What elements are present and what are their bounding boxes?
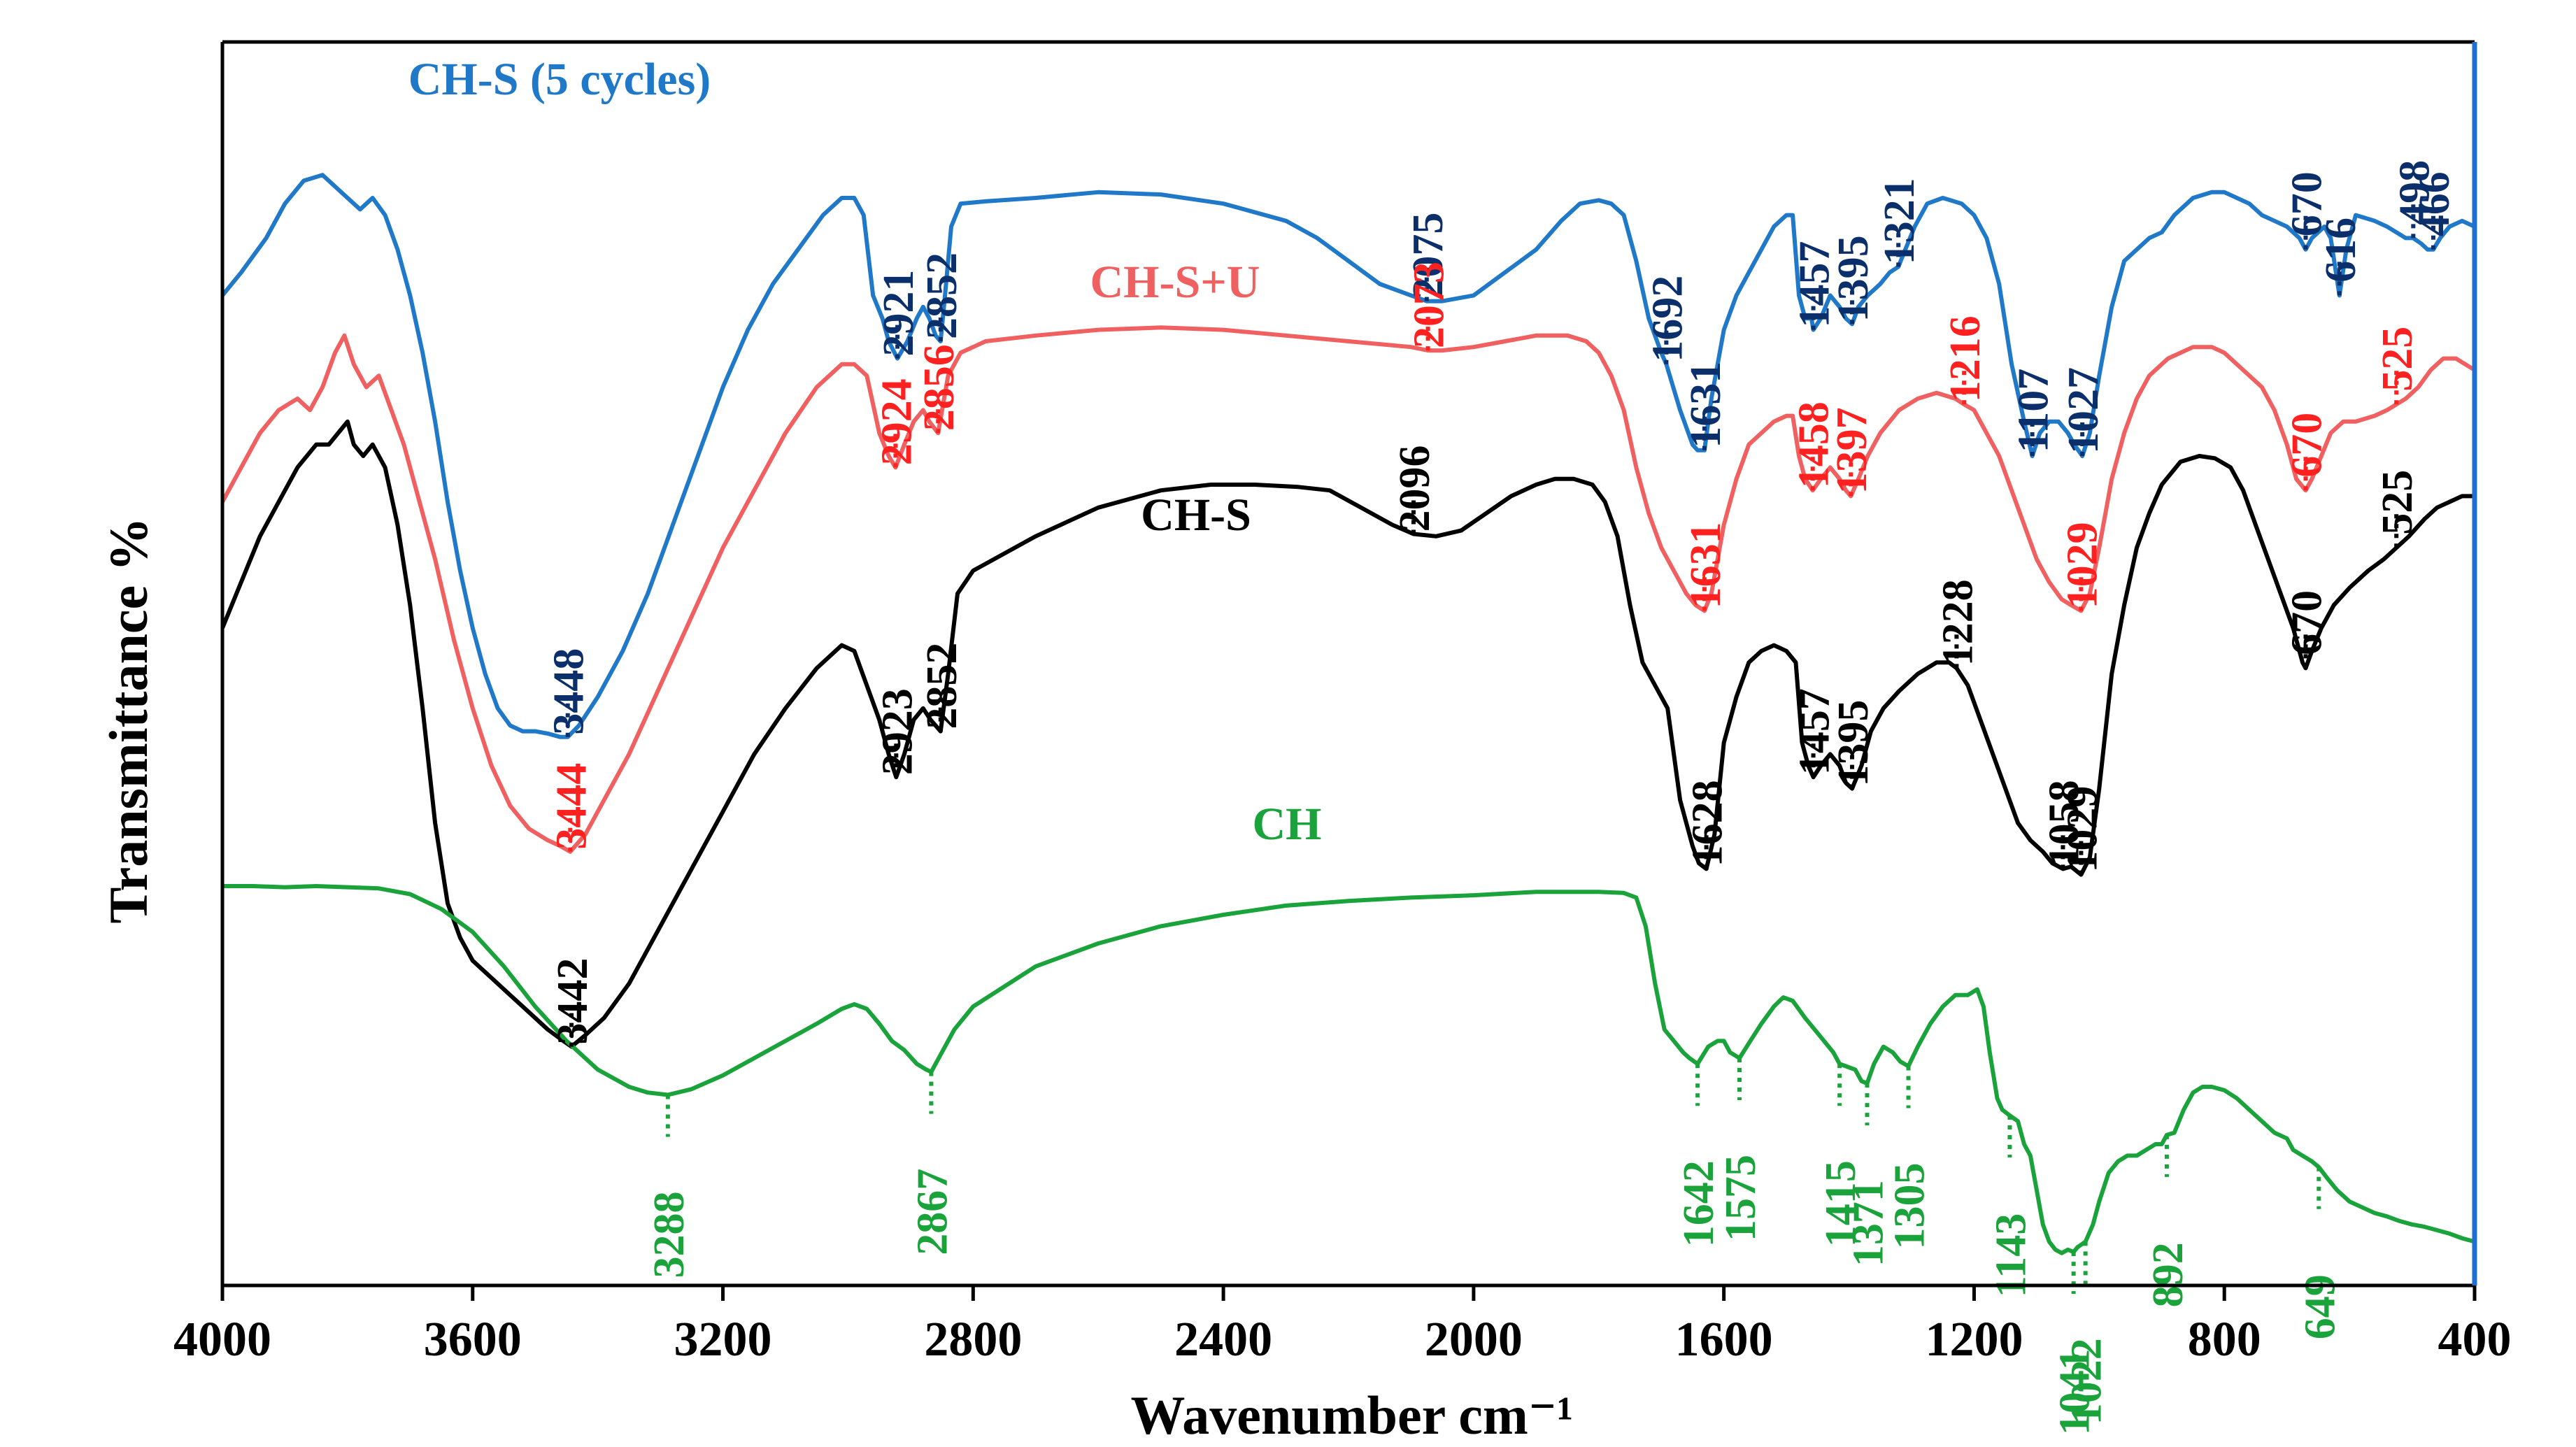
series-layer: [220, 173, 2476, 1255]
peak-label-ch-3288: 3288: [646, 1192, 693, 1278]
peak-label-ch-s-5-cycles-2075: 2075: [1404, 213, 1452, 299]
series-line-ch-s-u: [220, 325, 2476, 854]
peak-label-ch-s-u-2856: 2856: [916, 344, 963, 431]
peak-label-ch-1305: 1305: [1886, 1163, 1934, 1250]
peak-label-ch-s-3442: 3442: [549, 958, 597, 1045]
series-label-ch-s: CH-S: [1141, 490, 1251, 541]
peak-label-ch-s-5-cycles-1631: 1631: [1682, 362, 1730, 448]
peak-label-ch-s-1395: 1395: [1830, 700, 1877, 787]
series-line-ch: [222, 884, 2475, 1255]
x-tick-label-1600: 1600: [1675, 1313, 1773, 1367]
peak-label-ch-s-2852: 2852: [918, 643, 966, 729]
peak-label-ch-s-2096: 2096: [1391, 445, 1439, 532]
peak-label-ch-s-5-cycles-1027: 1027: [2060, 367, 2107, 454]
peak-label-ch-1041: 1041: [2051, 1348, 2099, 1435]
x-tick-label-4000: 4000: [173, 1313, 271, 1367]
peak-label-ch-s-1029: 1029: [2058, 786, 2106, 873]
peak-label-ch-s-5-cycles-1395: 1395: [1830, 235, 1877, 322]
peak-label-ch-s-5-cycles-498: 498: [2391, 160, 2438, 225]
peak-label-ch-1415: 1415: [1817, 1160, 1865, 1247]
peak-label-ch-1371: 1371: [1845, 1180, 1893, 1267]
x-tick-label-800: 800: [2188, 1313, 2261, 1367]
peak-label-ch-s-2923: 2923: [874, 688, 921, 775]
series-line-ch-s: [220, 419, 2475, 1049]
peak-label-ch-s-u-2924: 2924: [873, 378, 920, 465]
peak-label-ch-s-5-cycles-1107: 1107: [2010, 369, 2058, 453]
peak-label-ch-s-u-1029: 1029: [2058, 522, 2106, 608]
peak-label-ch-s-5-cycles-670: 670: [2284, 171, 2331, 236]
peak-label-ch-s-670: 670: [2284, 590, 2331, 655]
peak-label-ch-1575: 1575: [1717, 1155, 1765, 1241]
x-tick-label-400: 400: [2438, 1313, 2512, 1367]
x-tick-label-3600: 3600: [424, 1313, 522, 1367]
peak-label-ch-s-5-cycles-1321: 1321: [1876, 178, 1923, 264]
peak-label-ch-s-5-cycles-616: 616: [2317, 218, 2365, 283]
peak-label-ch-s-u-3444: 3444: [548, 763, 595, 850]
x-tick-label-2000: 2000: [1425, 1313, 1523, 1367]
x-tick-label-3200: 3200: [674, 1313, 772, 1367]
peak-label-ch-s-u-1631: 1631: [1682, 522, 1730, 608]
peak-label-ch-s-5-cycles-2921: 2921: [875, 270, 923, 357]
peak-label-ch-s-5-cycles-3448: 3448: [546, 648, 593, 735]
x-axis-title: Wavenumber cm⁻¹: [1131, 1385, 1574, 1446]
series-line-ch-s-5-cycles: [220, 173, 2476, 739]
series-label-ch: CH: [1253, 799, 1322, 850]
peak-label-ch-s-1228: 1228: [1934, 579, 1981, 666]
peak-label-ch-s-u-1458: 1458: [1791, 401, 1838, 488]
axes-layer: 4000 3600 3200 2800 2400 2000 1600 1200 800 400: [173, 40, 2512, 1367]
peak-label-ch-s-5-cycles-466: 466: [2411, 171, 2458, 236]
peak-label-ch-s-525: 525: [2374, 470, 2421, 535]
peak-label-ch-1642: 1642: [1675, 1160, 1723, 1247]
series-label-ch-s-u: CH-S+U: [1090, 257, 1260, 308]
peak-label-ch-1022: 1022: [2063, 1338, 2111, 1425]
peak-label-ch-s-u-1397: 1397: [1828, 407, 1876, 494]
peak-label-ch-s-5-cycles-2852: 2852: [918, 252, 966, 339]
peak-label-ch-1143: 1143: [1987, 1213, 2035, 1298]
peak-label-ch-s-1457: 1457: [1791, 688, 1839, 775]
peak-label-ch-s-u-1216: 1216: [1942, 315, 1989, 402]
peak-label-ch-s-u-525: 525: [2374, 327, 2421, 392]
peak-label-ch-s-1628: 1628: [1684, 780, 1732, 867]
peak-label-ch-2867: 2867: [909, 1169, 956, 1255]
y-axis-title: Transmittance %: [98, 517, 159, 923]
peak-label-ch-s-u-2073: 2073: [1406, 262, 1453, 348]
peak-label-ch-s-5-cycles-1692: 1692: [1644, 276, 1691, 362]
series-label-ch-s-5-cycles: CH-S (5 cycles): [408, 54, 711, 105]
peak-label-ch-892: 892: [2144, 1242, 2192, 1307]
peak-label-ch-s-u-670: 670: [2284, 413, 2331, 478]
x-tick-label-1200: 1200: [1925, 1313, 2023, 1367]
x-tick-label-2400: 2400: [1174, 1313, 1272, 1367]
x-tick-label-2800: 2800: [924, 1313, 1022, 1367]
peak-label-ch-s-5-cycles-1457: 1457: [1791, 241, 1839, 328]
